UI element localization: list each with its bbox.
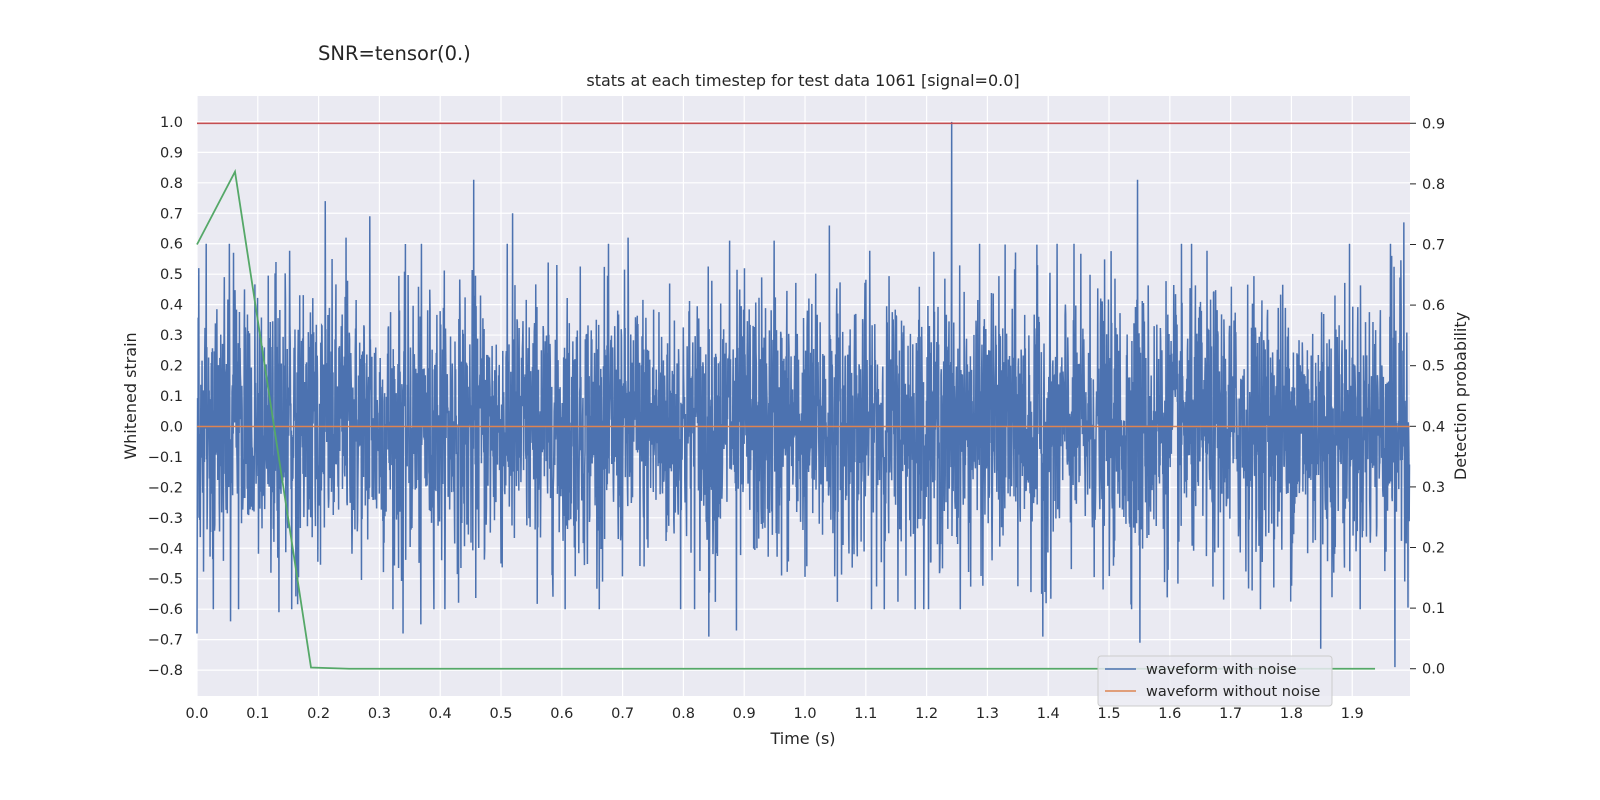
y-tick-label: −0.2 — [148, 480, 183, 496]
x-tick-label: 0.7 — [611, 706, 634, 722]
x-tick-label: 0.5 — [489, 706, 512, 722]
y-tick-label: −0.1 — [148, 450, 183, 466]
x-tick-label: 1.3 — [976, 706, 999, 722]
x-tick-label: 0.1 — [246, 706, 269, 722]
y-tick-label: 0.9 — [160, 145, 183, 161]
y-tick-label: 0.1 — [160, 389, 183, 405]
y2-tick-label: 0.1 — [1422, 601, 1445, 617]
y2-axis-label: Detection probability — [1451, 312, 1470, 480]
suptitle: SNR=tensor(0.) — [318, 42, 471, 65]
y-tick-label: 0.7 — [160, 206, 183, 222]
y2-tick-label: 0.0 — [1422, 662, 1445, 678]
x-tick-label: 0.3 — [368, 706, 391, 722]
x-tick-label: 0.9 — [733, 706, 756, 722]
legend-box — [1097, 655, 1333, 707]
y2-tick-label: 0.7 — [1422, 237, 1445, 253]
y2-tick-label: 0.5 — [1422, 359, 1445, 375]
legend-label-clean: waveform without noise — [1146, 684, 1320, 700]
x-tick-label: 0.0 — [185, 706, 208, 722]
y-tick-label: 0.4 — [160, 298, 183, 314]
y-tick-label: −0.6 — [148, 602, 183, 618]
y-tick-label: 0.2 — [160, 359, 183, 375]
y-tick-label: 0.6 — [160, 237, 183, 253]
y2-tick-label: 0.6 — [1422, 298, 1445, 314]
legend: waveform with noise waveform without noi… — [1097, 655, 1333, 707]
y-tick-label: 0.8 — [160, 176, 183, 192]
legend-label-noise: waveform with noise — [1146, 662, 1297, 678]
y-axis-left: 1.0 0.9 0.8 0.7 0.6 0.5 0.4 0.3 0.2 0.1 0.0 −0.1 −0.… — [148, 115, 183, 679]
x-tick-label: 1.2 — [915, 706, 938, 722]
series-layer — [196, 121, 1411, 670]
y-tick-label: −0.8 — [148, 663, 183, 679]
x-tick-label: 0.2 — [307, 706, 330, 722]
chart-title: stats at each timestep for test data 106… — [586, 71, 1019, 90]
y-tick-label: −0.7 — [148, 633, 183, 649]
x-tick-label: 1.7 — [1219, 706, 1242, 722]
x-tick-label: 1.0 — [793, 706, 816, 722]
y2-tick-label: 0.3 — [1422, 480, 1445, 496]
series-detection-probability — [196, 168, 1376, 670]
series-waveform-with-noise — [196, 121, 1411, 668]
y2-tick-label: 0.4 — [1422, 419, 1445, 435]
y2-tick-label: 0.8 — [1422, 177, 1445, 193]
x-axis-label: Time (s) — [769, 729, 835, 748]
y-tick-label: 0.0 — [160, 419, 183, 435]
x-tick-label: 0.8 — [672, 706, 695, 722]
y-tick-label: −0.5 — [148, 572, 183, 588]
x-tick-label: 1.5 — [1097, 706, 1120, 722]
y-tick-label: −0.3 — [148, 511, 183, 527]
y2-tick-label: 0.9 — [1422, 116, 1445, 132]
x-tick-label: 1.6 — [1158, 706, 1181, 722]
x-tick-label: 1.4 — [1037, 706, 1060, 722]
y-tick-label: 0.3 — [160, 328, 183, 344]
x-axis: 0.0 0.1 0.2 0.3 0.4 0.5 0.6 0.7 0.8 0.9 1.0 1.1 1.2 1… — [185, 706, 1363, 722]
y2-tick-label: 0.2 — [1422, 541, 1445, 557]
y-tick-label: 0.5 — [160, 267, 183, 283]
y-tick-label: 1.0 — [160, 115, 183, 131]
y-axis-right: 0.9 0.8 0.7 0.6 0.5 0.4 0.3 0.2 0.1 0.0 — [1410, 116, 1445, 678]
y-axis-label: Whitened strain — [121, 332, 140, 459]
y-tick-label: −0.4 — [148, 541, 183, 557]
x-tick-label: 1.9 — [1341, 706, 1364, 722]
x-tick-label: 1.1 — [854, 706, 877, 722]
x-tick-label: 0.6 — [550, 706, 573, 722]
x-tick-label: 0.4 — [429, 706, 452, 722]
x-tick-label: 1.8 — [1280, 706, 1303, 722]
